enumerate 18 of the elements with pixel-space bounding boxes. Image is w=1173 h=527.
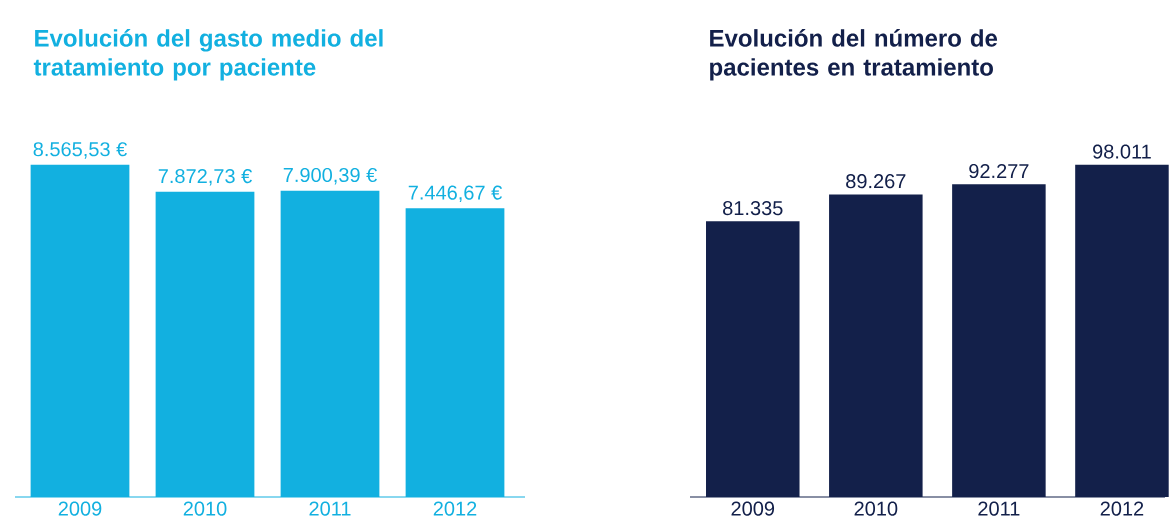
x-tick-label: 2011	[978, 501, 1020, 516]
x-tick-label: 2009	[58, 501, 102, 516]
data-label: 7.446,67 €	[408, 185, 502, 203]
data-label: 8.565,53 €	[33, 142, 127, 159]
data-label: 7.900,39 €	[283, 167, 377, 185]
data-label: 89.267	[846, 174, 906, 189]
x-tick-label: 2012	[433, 501, 477, 516]
x-tick-label: 2010	[854, 501, 898, 516]
chart-title: Evolución del gasto medio del tratamiento por paciente	[33, 28, 383, 81]
chart-title: Evolución del número de pacientes en tratamiento	[710, 28, 998, 81]
data-label: 7.872,73 €	[158, 168, 252, 186]
x-tick-label: 2010	[183, 501, 227, 516]
x-tick-label: 2012	[1100, 501, 1144, 516]
x-tick-label: 2009	[731, 501, 775, 516]
x-tick-label: 2011	[309, 501, 351, 516]
data-label: 98.011	[1093, 144, 1151, 159]
data-label: 92.277	[969, 163, 1029, 179]
data-label: 81.335	[723, 201, 783, 216]
